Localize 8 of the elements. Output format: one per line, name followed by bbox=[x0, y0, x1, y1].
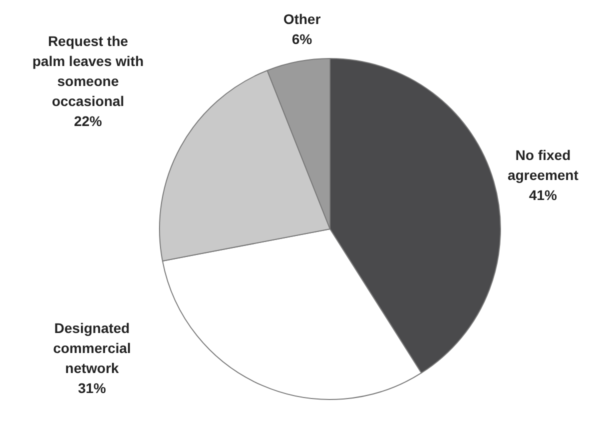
data-label: 22% bbox=[74, 112, 103, 129]
slice-label: Request the palm leaves with someone occasional bbox=[32, 32, 144, 109]
data-label: 6% bbox=[292, 30, 313, 47]
data-label: 31% bbox=[78, 380, 107, 396]
data-label: 41% bbox=[528, 186, 558, 203]
slice-label: Designated commercial network bbox=[53, 320, 131, 376]
slice-label: No fixed agreement bbox=[508, 146, 579, 183]
slice-label: Other bbox=[283, 10, 322, 27]
